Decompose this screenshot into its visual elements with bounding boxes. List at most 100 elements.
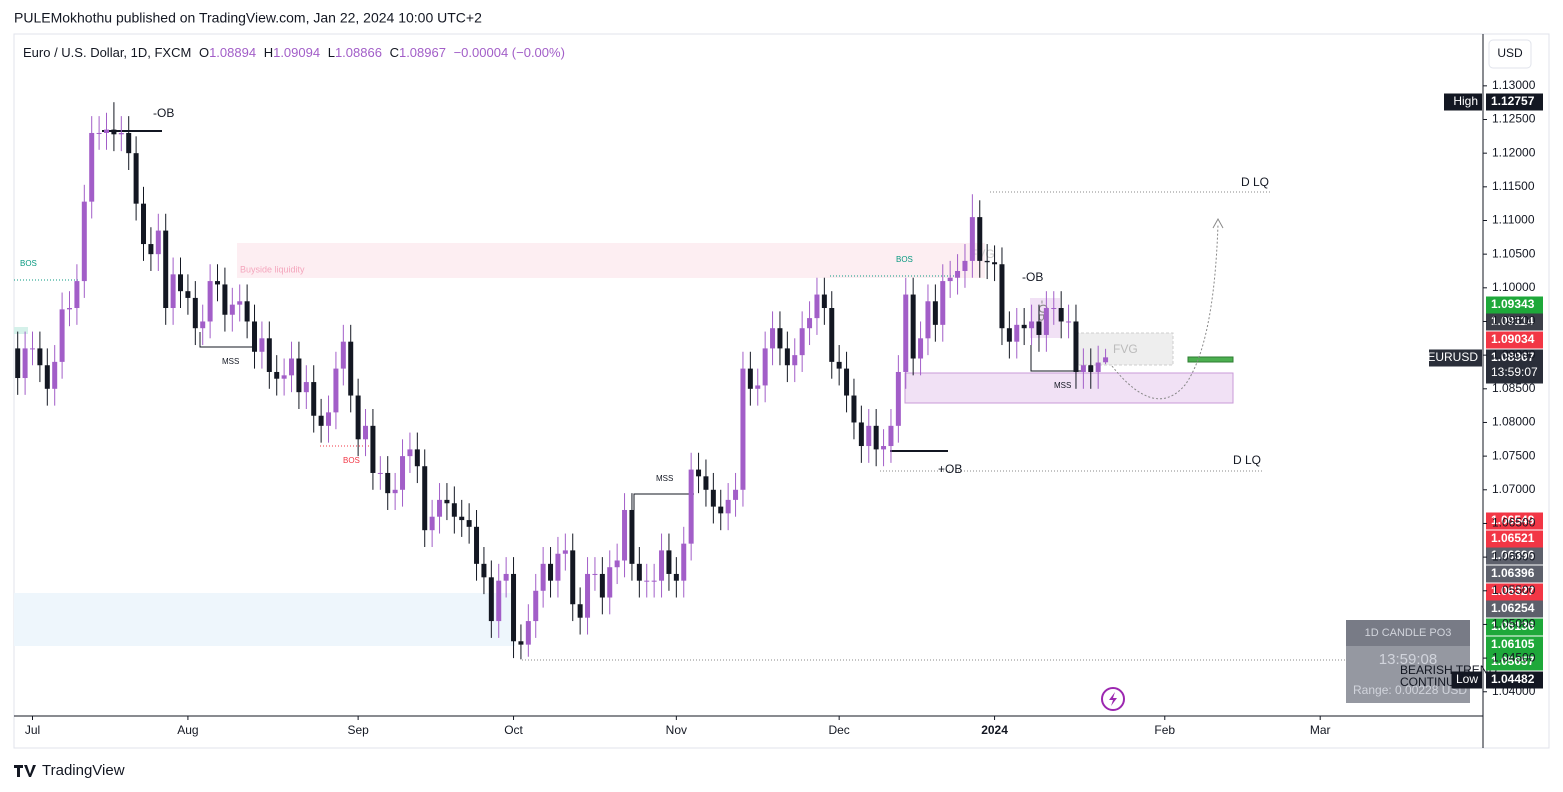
- candle-body: [836, 361, 842, 369]
- candle-body: [355, 395, 361, 440]
- legend-l: L: [328, 45, 335, 60]
- price-tag-value: 1.06396: [1491, 566, 1535, 580]
- price-tag: [1486, 565, 1543, 583]
- annotation: BOS: [896, 255, 913, 264]
- target-box: [1187, 356, 1234, 363]
- candle-body: [821, 294, 827, 309]
- price-tag-label-bg: [1451, 671, 1482, 689]
- candle-body: [888, 425, 894, 447]
- annotation: -OB: [153, 106, 174, 120]
- price-tag: [1486, 618, 1543, 636]
- candle-body: [370, 425, 376, 473]
- annotation: D LQ: [1233, 453, 1261, 467]
- annotation: MSS: [656, 474, 673, 483]
- price-tag-timer: 13:59:07: [1491, 365, 1538, 379]
- y-tick-label: 1.07500: [1492, 448, 1536, 462]
- candle-body: [44, 365, 50, 389]
- currency-button[interactable]: [1488, 39, 1532, 69]
- lightning-bolt: [1109, 692, 1117, 706]
- candle-body: [844, 368, 850, 396]
- price-tag: [1486, 512, 1543, 530]
- x-tick-label: Oct: [504, 723, 523, 737]
- candle-body: [992, 262, 998, 265]
- demand-zone: [14, 593, 515, 646]
- price-tag-value: 1.04482: [1491, 672, 1535, 686]
- candle-body: [977, 217, 983, 261]
- price-tag: [1486, 349, 1543, 384]
- candle-body: [607, 567, 613, 598]
- annotation: BOS: [20, 259, 37, 268]
- y-tick-label: 1.09500: [1492, 314, 1536, 328]
- candle-body: [466, 520, 472, 527]
- candle-body: [333, 368, 339, 413]
- candle-body: [548, 563, 554, 581]
- fvg-zone: [1075, 332, 1174, 366]
- candle-body: [274, 371, 280, 379]
- y-tick-label: 1.09000: [1492, 347, 1536, 361]
- price-tag: [1486, 600, 1543, 618]
- candle-body: [636, 563, 642, 581]
- price-tag-value: 1.09034: [1491, 332, 1535, 346]
- candle-body: [1051, 308, 1057, 310]
- candle-body: [585, 573, 591, 618]
- candle-body: [755, 385, 761, 389]
- x-tick-label: 2024: [981, 723, 1008, 737]
- price-tag-value: 1.06396: [1491, 548, 1535, 562]
- legend-symbol: Euro / U.S. Dollar, 1D, FXCM: [23, 45, 191, 60]
- projection-arrow: [1212, 217, 1224, 229]
- price-tag: [1486, 313, 1543, 331]
- mss-line: [633, 493, 694, 510]
- candle-body: [710, 489, 716, 507]
- candle-body: [348, 341, 354, 396]
- candle-body: [185, 291, 191, 298]
- price-tag: [1486, 530, 1543, 548]
- y-tick-label: 1.13000: [1492, 78, 1536, 92]
- candle-body: [932, 301, 938, 325]
- candle-body: [266, 338, 272, 372]
- legend-low: 1.08866: [335, 45, 382, 60]
- candle-body: [178, 274, 184, 292]
- candle-body: [81, 201, 87, 282]
- candle-body: [111, 129, 117, 135]
- annotation: +OB: [938, 462, 962, 476]
- price-tag-label: Low: [1456, 672, 1478, 686]
- candle-body: [910, 294, 916, 359]
- candle-body: [385, 472, 391, 494]
- candle-body: [955, 270, 961, 278]
- candle-body: [89, 132, 95, 202]
- annotation: BOS: [343, 456, 360, 465]
- candle-body: [962, 260, 968, 271]
- candle-body: [459, 516, 465, 521]
- candle-body: [1029, 321, 1035, 329]
- candle-body: [474, 526, 480, 564]
- candle-body: [163, 230, 169, 309]
- candle-body: [681, 543, 687, 581]
- candle-body: [296, 358, 302, 393]
- ob-zone: [904, 372, 1234, 404]
- candle-body: [407, 449, 413, 457]
- price-tag: [1486, 331, 1543, 349]
- currency[interactable]: USD: [1497, 46, 1523, 60]
- annotation: -OB: [1022, 270, 1043, 284]
- candle-body: [451, 503, 457, 517]
- widget-head: [1346, 620, 1470, 646]
- candle-body: [1066, 321, 1072, 323]
- legend-h: H: [264, 45, 273, 60]
- legend-change: −0.00004 (−0.00%): [454, 45, 565, 60]
- y-tick-label: 1.08500: [1492, 381, 1536, 395]
- y-tick-label: 1.10000: [1492, 280, 1536, 294]
- annotation: MSS: [1054, 381, 1071, 390]
- y-tick-label: 1.05500: [1492, 583, 1536, 597]
- candle-body: [503, 573, 509, 581]
- y-tick-label: 1.10500: [1492, 246, 1536, 260]
- price-tag-value: 1.09343: [1491, 297, 1535, 311]
- y-tick-label: 1.06000: [1492, 549, 1536, 563]
- projection-path: [1111, 223, 1219, 400]
- candle-body: [1080, 365, 1086, 372]
- candle-body: [118, 132, 124, 135]
- candle-body: [400, 456, 406, 490]
- annotation: FVG: [1113, 342, 1138, 356]
- price-tag-label: High: [1453, 94, 1478, 108]
- annotation: Buyside liquidity: [240, 264, 305, 274]
- candle-body: [577, 604, 583, 618]
